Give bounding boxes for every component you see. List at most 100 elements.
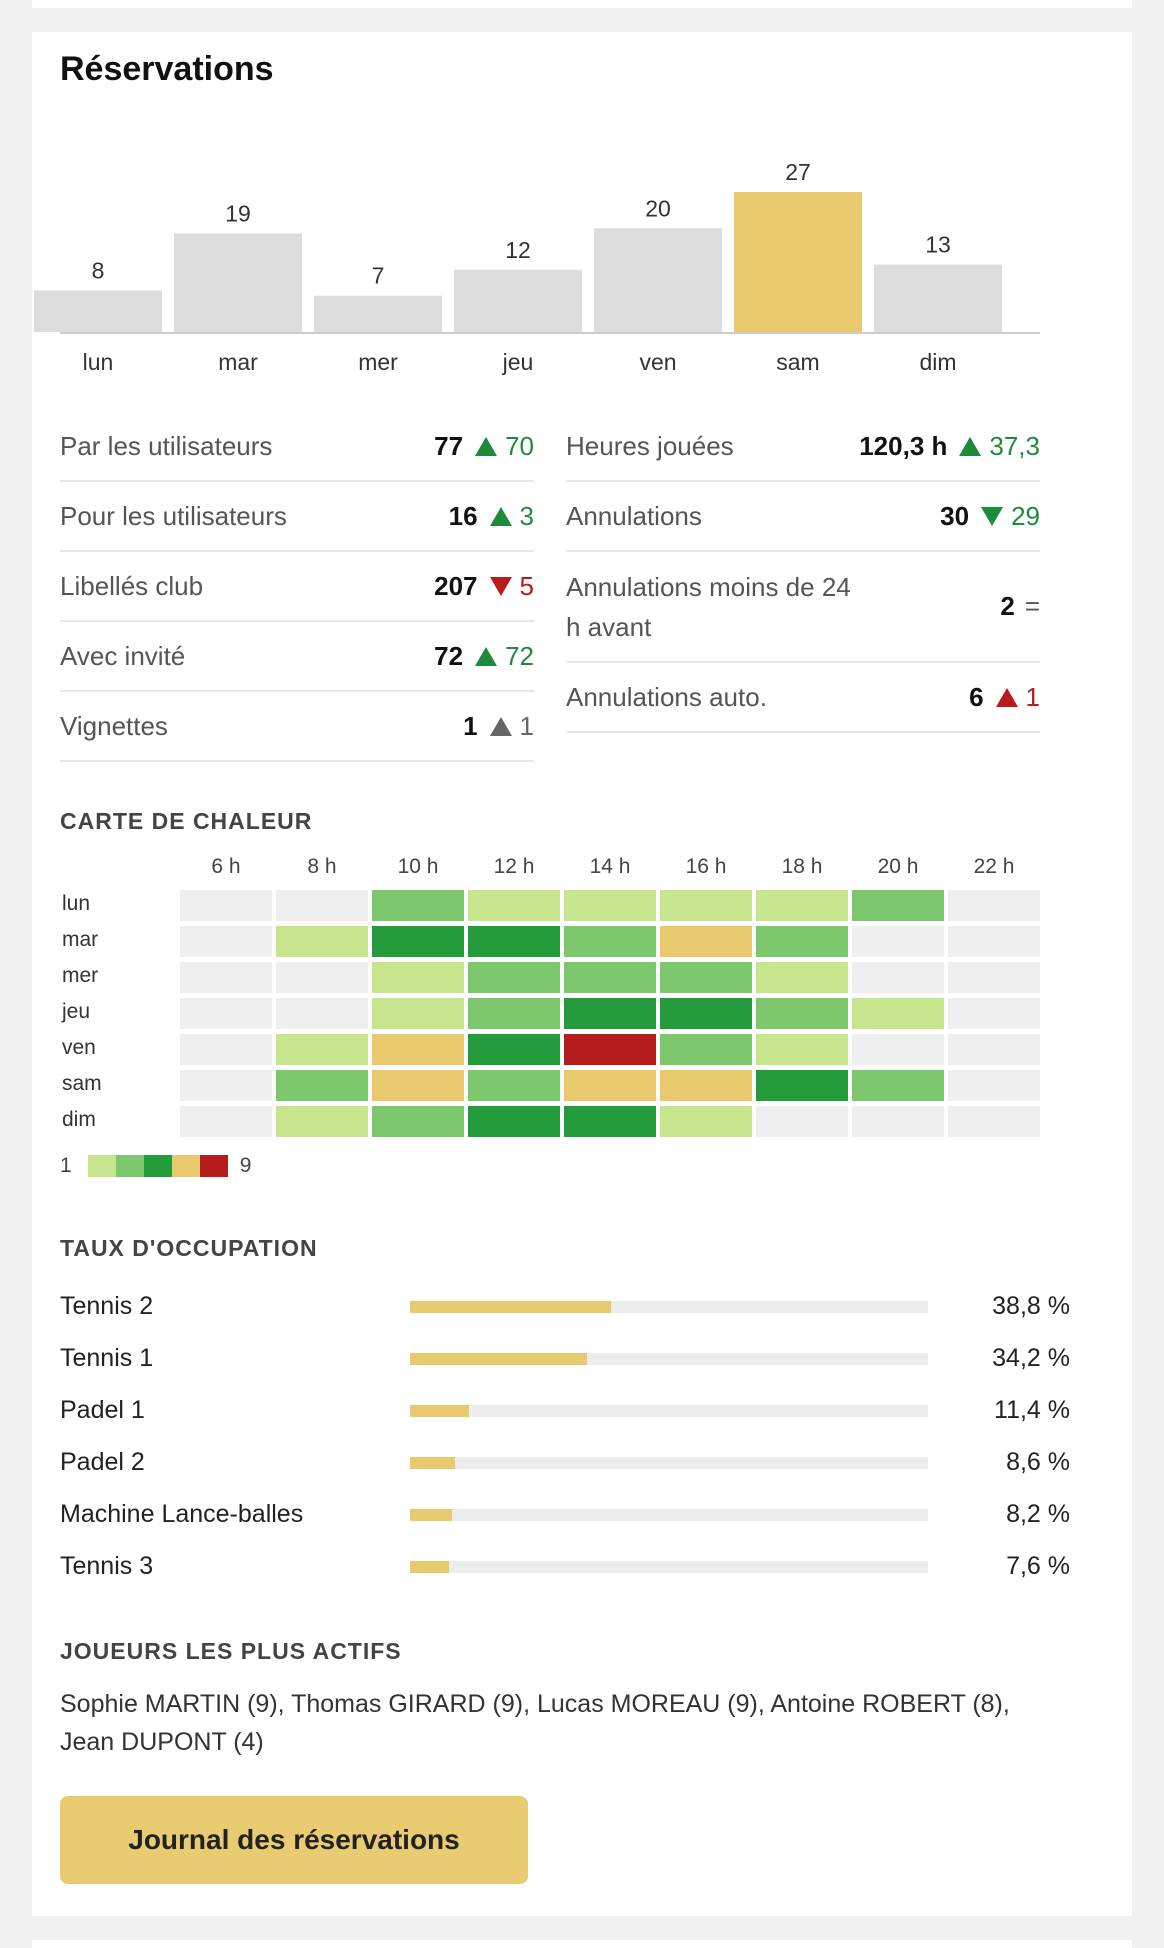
stat-value: 30 29 [940, 501, 1040, 532]
occupancy-bar-track [410, 1353, 928, 1365]
bar-value-label: 27 [785, 159, 811, 185]
stat-row: Annulations auto. 6 1 [566, 663, 1040, 733]
heatmap-cell [468, 1034, 560, 1065]
heatmap-cell [660, 998, 752, 1029]
stat-delta: 5 [519, 570, 534, 601]
category-label: dim [919, 349, 956, 375]
heatmap-cell [948, 1070, 1040, 1101]
reservations-bar-chart: 8 lun 19 mar 7 mer 12 jeu 20 ven 27 sam 13 dim [34, 159, 1040, 375]
stat-main-value: 207 [434, 570, 478, 601]
bar-value-label: 7 [372, 263, 385, 289]
stat-value: 207 5 [434, 571, 534, 602]
heatmap-cell [756, 962, 848, 993]
occupancy-bar-fill [410, 1561, 450, 1573]
stat-value: 2 = [1000, 591, 1040, 622]
heatmap-cell [564, 962, 656, 993]
heatmap-cell [276, 926, 368, 957]
heatmap-cell [276, 1070, 368, 1101]
occupancy-percent: 38,8 % [992, 1292, 1070, 1320]
bar-mer [314, 295, 442, 332]
heatmap-cell [372, 962, 464, 993]
occupancy-bar-fill [410, 1509, 453, 1521]
occupancy-bar-track [410, 1561, 928, 1573]
occupancy-bar-fill [410, 1457, 455, 1469]
bar-value-label: 19 [225, 200, 251, 226]
stat-delta: 72 [505, 640, 534, 671]
heatmap-cell [564, 926, 656, 957]
legend-swatch [115, 1155, 144, 1177]
bar-jeu [454, 269, 582, 332]
stat-label: Par les utilisateurs [60, 431, 273, 461]
stat-label: Annulations [566, 501, 702, 531]
triangle-up-icon [489, 506, 512, 526]
occupancy-name: Padel 1 [60, 1396, 145, 1424]
bar-ven [594, 228, 722, 332]
stat-label: Annulations moins de 24 h avant [566, 571, 851, 642]
heatmap-cell [180, 926, 272, 957]
heatmap-day-label: jeu [62, 1000, 91, 1023]
heatmap-cell [948, 962, 1040, 993]
stat-label: Annulations auto. [566, 682, 767, 712]
heatmap-cell [468, 962, 560, 993]
heatmap-cell [852, 1106, 944, 1137]
stat-row: Heures jouées 120,3 h 37,3 [566, 412, 1040, 482]
heatmap-cell [948, 1106, 1040, 1137]
heatmap-cell [180, 890, 272, 921]
stat-label: Pour les utilisateurs [60, 501, 287, 531]
occupancy-name: Tennis 2 [60, 1292, 154, 1320]
stat-row: Par les utilisateurs 77 70 [60, 412, 534, 482]
heatmap-cell [660, 926, 752, 957]
triangle-down-icon [489, 576, 512, 596]
occupancy-bar-fill [410, 1353, 588, 1365]
bar-value-label: 8 [92, 258, 105, 284]
heatmap-cell [852, 1034, 944, 1065]
heatmap-hour-label: 16 h [685, 855, 727, 878]
stat-value: 72 72 [434, 641, 534, 672]
reservations-log-button[interactable]: Journal des réservations [60, 1796, 528, 1884]
heatmap-cell [660, 1070, 752, 1101]
triangle-up-icon [995, 687, 1018, 707]
heatmap-cell [756, 1070, 848, 1101]
heatmap-cell [852, 1070, 944, 1101]
stat-value: 77 70 [434, 431, 534, 462]
occupancy-percent: 34,2 % [992, 1344, 1070, 1372]
heatmap-cell [756, 998, 848, 1029]
heatmap-cell [756, 1034, 848, 1065]
occupancy-percent: 8,2 % [1006, 1500, 1070, 1528]
legend-swatch [87, 1155, 116, 1177]
triangle-up-icon [489, 716, 512, 736]
bar-mar [174, 233, 302, 332]
heatmap-cell [564, 890, 656, 921]
heatmap-cell [372, 926, 464, 957]
occupancy-name: Tennis 1 [60, 1344, 154, 1372]
occupancy-row: Tennis 1 34,2 % [60, 1340, 1070, 1376]
stat-main-value: 120,3 h [859, 430, 948, 461]
legend-max-label: 9 [239, 1154, 252, 1177]
triangle-up-icon [475, 436, 498, 456]
stat-main-value: 72 [434, 640, 464, 671]
occupancy-name: Tennis 3 [60, 1552, 154, 1580]
category-label: sam [776, 349, 819, 375]
heatmap-cell [660, 1106, 752, 1137]
stat-main-value: 30 [940, 500, 970, 531]
category-label: lun [83, 349, 114, 375]
bar-sam [734, 192, 862, 332]
heatmap-cell [468, 926, 560, 957]
category-label: mer [358, 349, 398, 375]
occupancy-name: Padel 2 [60, 1448, 145, 1476]
occupancy-percent: 8,6 % [1006, 1448, 1070, 1476]
stat-row: Libellés club 207 5 [60, 552, 534, 622]
heatmap-hour-label: 20 h [877, 855, 919, 878]
heatmap-day-label: lun [62, 892, 91, 915]
occupancy-row: Machine Lance-balles 8,2 % [60, 1496, 1070, 1532]
heatmap-day-label: mar [62, 928, 99, 951]
occupancy-percent: 11,4 % [994, 1396, 1070, 1424]
heatmap-cell [276, 1034, 368, 1065]
heatmap-cell [276, 890, 368, 921]
bar-value-label: 20 [645, 195, 671, 221]
occupancy-row: Padel 1 11,4 % [60, 1392, 1070, 1428]
heatmap-cell [180, 1106, 272, 1137]
